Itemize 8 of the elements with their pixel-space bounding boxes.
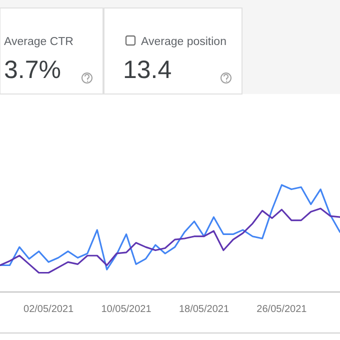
text: 13.4 — [123, 56, 172, 84]
text: Average position — [141, 36, 226, 48]
text: 3.7% — [4, 56, 61, 84]
x-tick-label: 26/05/2021 — [256, 304, 308, 315]
text: Average CTR — [4, 36, 74, 48]
x-tick-label: 02/05/2021 — [24, 304, 74, 315]
x-tick-label: 18/05/2021 — [178, 304, 230, 315]
x-tick-label: 10/05/2021 — [101, 304, 152, 315]
